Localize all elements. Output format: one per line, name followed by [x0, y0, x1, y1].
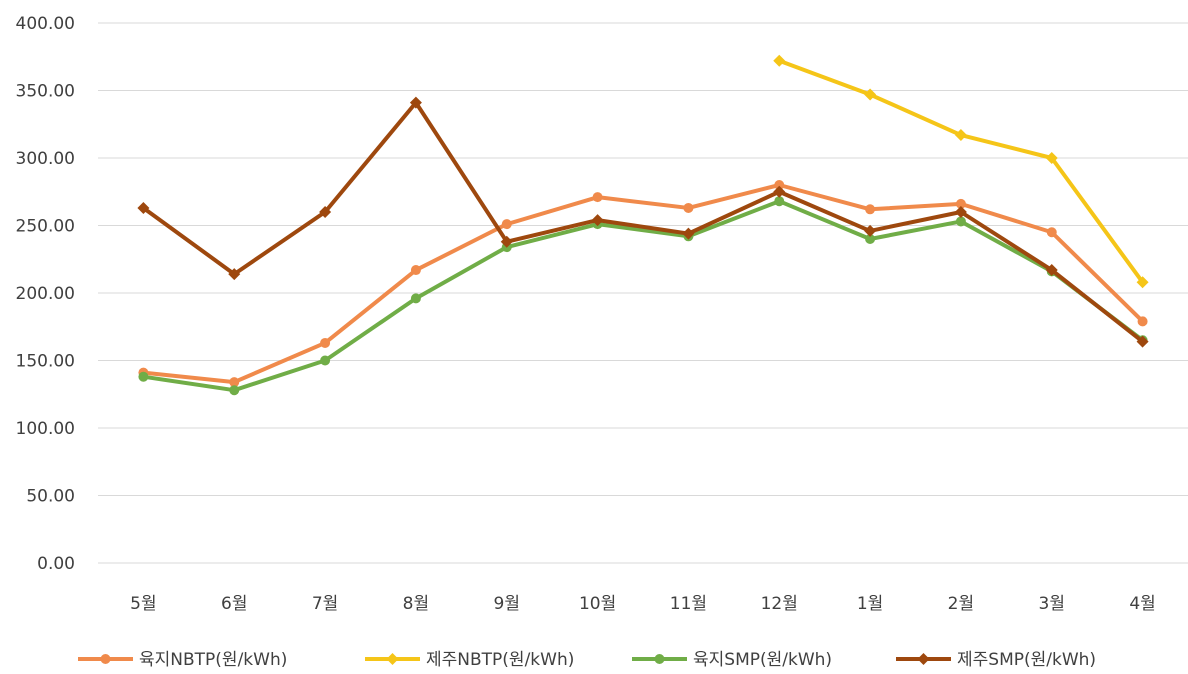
data-point — [410, 293, 421, 304]
data-point — [954, 129, 967, 142]
series-육지nbtp — [138, 180, 1148, 388]
data-point — [683, 202, 694, 213]
data-point — [954, 206, 967, 218]
data-point — [137, 201, 150, 214]
data-point — [773, 54, 786, 67]
data-point — [1136, 335, 1149, 348]
legend-label: 육지SMP(원/kWh) — [693, 650, 832, 670]
legend-item-육지nbtp: 육지NBTP(원/kWh) — [78, 650, 287, 670]
y-tick-label: 200.00 — [16, 284, 75, 304]
data-point — [229, 385, 240, 396]
x-tick-label: 11월 — [670, 594, 707, 614]
legend-label: 제주NBTP(원/kWh) — [426, 650, 574, 670]
legend-item-제주smp: 제주SMP(원/kWh) — [896, 650, 1096, 670]
data-point — [409, 96, 422, 109]
x-tick-label: 2월 — [948, 594, 974, 614]
x-axis-tick-labels: 5월 6월 7월 8월 9월 10월 11월 12월 1월 2월 3월 4월 — [130, 594, 1156, 614]
x-tick-label: 7월 — [312, 594, 338, 614]
y-tick-label: 50.00 — [26, 487, 75, 507]
legend-marker — [100, 654, 111, 664]
x-tick-label: 6월 — [221, 594, 247, 614]
y-tick-label: 350.00 — [16, 82, 75, 102]
legend-label: 육지NBTP(원/kWh) — [139, 650, 287, 670]
data-point — [1046, 227, 1057, 238]
data-point — [501, 219, 512, 230]
data-point — [773, 185, 786, 198]
series-제주nbtp — [773, 54, 1149, 289]
x-tick-label: 12월 — [761, 594, 798, 614]
legend-item-육지smp: 육지SMP(원/kWh) — [632, 650, 832, 670]
data-point — [864, 88, 877, 101]
data-point — [592, 192, 603, 203]
y-tick-label: 250.00 — [16, 217, 75, 237]
x-tick-label: 3월 — [1039, 594, 1065, 614]
data-point — [1045, 152, 1058, 164]
legend-marker — [917, 653, 930, 665]
data-point — [955, 216, 966, 227]
y-tick-label: 150.00 — [16, 352, 75, 372]
series-lines — [137, 54, 1149, 396]
legend-item-제주nbtp: 제주NBTP(원/kWh) — [365, 650, 574, 670]
data-point — [682, 227, 695, 240]
data-point — [865, 204, 876, 215]
series-line — [141, 183, 1145, 385]
data-point — [864, 224, 877, 237]
series-line — [777, 58, 1145, 285]
series-line — [141, 199, 1145, 393]
y-axis-tick-labels: 0.00 50.00 100.00 150.00 200.00 250.00 300.00 3… — [16, 14, 75, 574]
data-point — [228, 268, 241, 281]
x-tick-label: 8월 — [403, 594, 429, 614]
legend-label: 제주SMP(원/kWh) — [957, 650, 1096, 670]
y-tick-label: 300.00 — [16, 149, 75, 169]
data-point — [1136, 276, 1149, 289]
data-point — [320, 355, 331, 366]
data-point — [774, 196, 785, 207]
gridlines — [98, 22, 1188, 564]
data-point — [774, 180, 785, 190]
data-point — [410, 265, 421, 276]
legend: 육지NBTP(원/kWh) 제주NBTP(원/kWh) 육지SMP(원/kWh) 제주… — [78, 650, 1096, 670]
data-point — [1137, 316, 1148, 327]
x-tick-label: 9월 — [494, 594, 520, 614]
data-point — [320, 337, 331, 348]
y-tick-label: 0.00 — [37, 554, 75, 574]
data-point — [955, 198, 966, 209]
data-point — [500, 235, 513, 248]
data-point — [138, 371, 149, 382]
x-tick-label: 10월 — [579, 594, 616, 614]
data-point — [319, 206, 332, 218]
legend-marker — [654, 654, 665, 664]
data-point — [229, 377, 240, 388]
x-tick-label: 5월 — [130, 594, 156, 614]
legend-marker — [386, 653, 399, 665]
x-tick-label: 1월 — [857, 594, 883, 614]
data-point — [865, 234, 876, 244]
y-tick-label: 100.00 — [16, 419, 75, 439]
y-tick-label: 400.00 — [16, 14, 75, 34]
series-line — [141, 100, 1145, 344]
data-point — [591, 214, 604, 227]
series-제주smp — [137, 96, 1149, 348]
x-tick-label: 4월 — [1129, 594, 1155, 614]
data-point — [1045, 264, 1058, 277]
